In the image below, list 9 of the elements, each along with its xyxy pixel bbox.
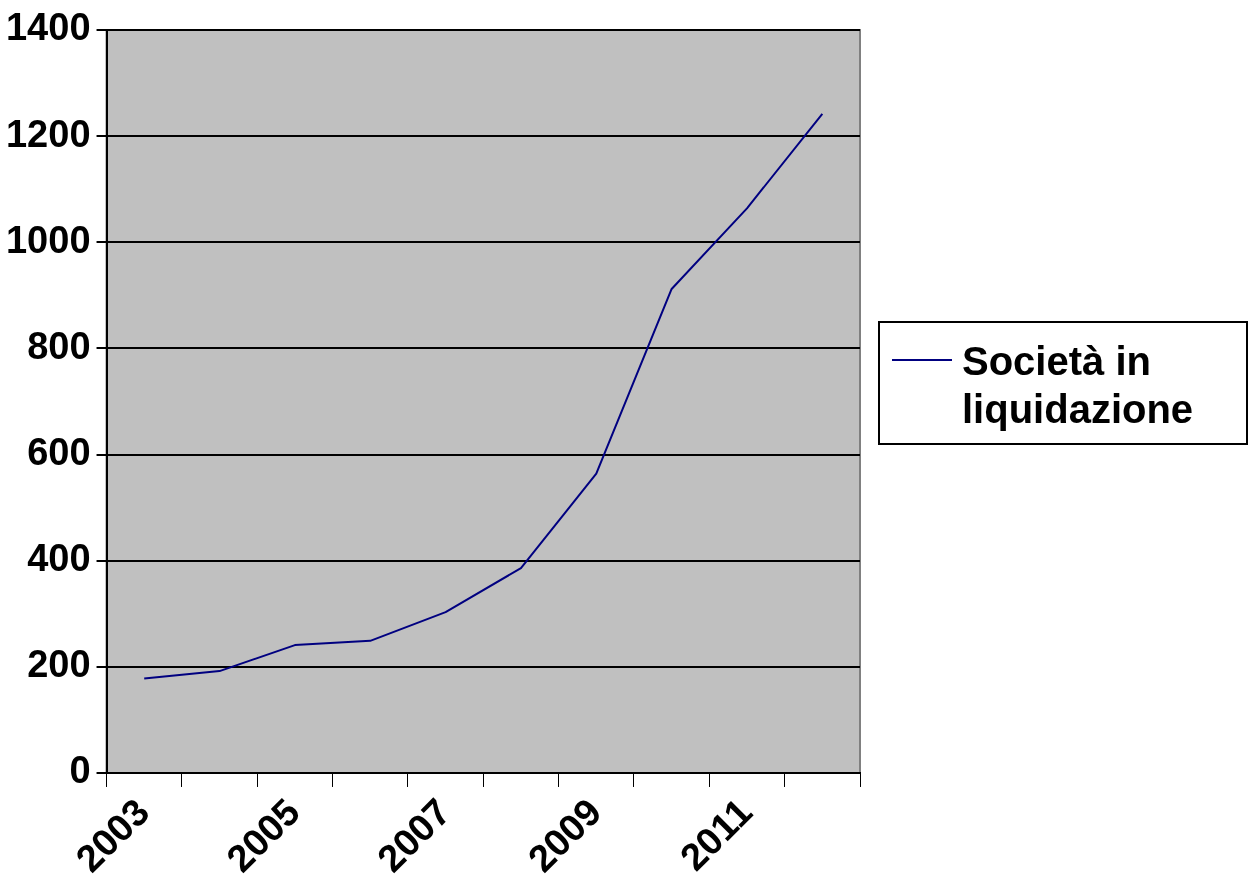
y-tick-label: 800 — [27, 324, 91, 367]
y-tick-label: 1400 — [5, 6, 91, 49]
y-tick-label: 1000 — [5, 218, 91, 261]
y-tick-label: 0 — [69, 749, 91, 792]
y-tick-label: 200 — [27, 643, 91, 686]
y-tick-label: 400 — [27, 537, 91, 580]
y-tick-label: 600 — [27, 431, 91, 474]
legend-label: Società in liquidazione — [962, 338, 1195, 433]
y-tick-label: 1200 — [5, 112, 91, 155]
